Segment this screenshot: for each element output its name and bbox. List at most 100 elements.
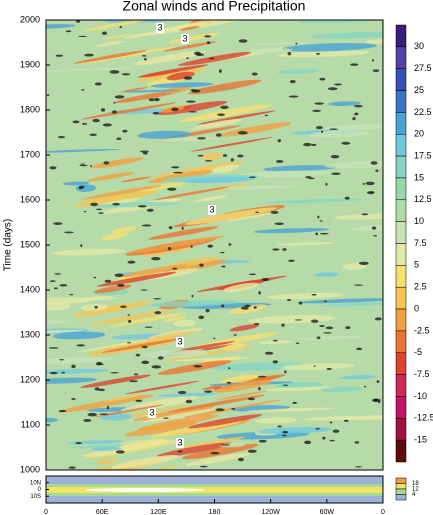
precip-contour (226, 381, 232, 384)
precip-contour (199, 465, 208, 468)
x-tick-label: 180 (209, 509, 221, 515)
precip-contour (177, 390, 187, 395)
colorbar-box (395, 439, 407, 463)
colorbar-box (395, 112, 407, 135)
field-streak (254, 417, 297, 424)
precip-contour (374, 317, 382, 321)
precip-contour (168, 226, 173, 230)
field-streak (74, 50, 148, 64)
field-streak (133, 50, 206, 66)
field-streak (46, 356, 114, 364)
field-streak (154, 186, 230, 201)
precip-contour (363, 385, 367, 388)
field-streak (202, 152, 223, 161)
precip-contour (100, 108, 106, 112)
field-streak (252, 42, 313, 46)
field-streak (281, 363, 355, 371)
precip-contour (326, 367, 332, 371)
precip-contour (319, 232, 329, 235)
precip-contour (264, 351, 274, 355)
precip-contour (315, 427, 320, 430)
contour-label-bg (208, 205, 216, 215)
precip-contour (350, 63, 359, 66)
precip-contour (197, 137, 206, 140)
precip-contour (343, 419, 349, 422)
precip-contour (167, 187, 177, 191)
precip-contour (258, 291, 261, 295)
colorbar-box (395, 46, 407, 69)
precip-contour (144, 326, 153, 328)
precip-contour (53, 287, 58, 290)
precip-contour (128, 380, 139, 383)
precip-contour (341, 141, 351, 145)
precip-contour (135, 353, 141, 357)
precip-contour (230, 158, 235, 162)
field-streak (181, 302, 272, 309)
field-streak (137, 68, 206, 82)
contour-label: 3 (182, 33, 187, 43)
precip-contour (323, 300, 327, 303)
precip-contour (329, 421, 333, 424)
precip-contour (316, 336, 321, 340)
precip-contour (181, 226, 184, 231)
precip-contour (294, 319, 303, 321)
precip-contour (186, 57, 189, 60)
precip-contour (228, 243, 232, 246)
panel-colorbar-box (395, 488, 407, 495)
field-streak (190, 137, 273, 152)
precip-contour (75, 20, 81, 23)
precip-contour (248, 273, 257, 276)
field-streak (339, 375, 376, 380)
precip-contour (329, 128, 338, 131)
precip-contour (94, 82, 102, 86)
field-streak (46, 148, 121, 153)
precip-contour (366, 191, 375, 195)
precip-contour (365, 181, 375, 186)
colorbar-box (395, 396, 407, 419)
precip-contour (204, 390, 213, 393)
field-streak (104, 34, 132, 40)
precip-contour (141, 55, 147, 57)
field-streak (94, 202, 180, 208)
contour-label: 3 (209, 204, 214, 214)
colorbar-label: 10 (414, 216, 424, 226)
colorbar-label: -15 (414, 435, 427, 445)
field-streak (253, 228, 330, 234)
precip-contour (237, 457, 244, 462)
panel-band (46, 487, 383, 493)
precip-contour (354, 284, 364, 286)
precip-contour (327, 87, 338, 91)
field-streak (298, 335, 364, 340)
x-tick-label: 120W (262, 509, 281, 515)
precip-contour (325, 182, 328, 186)
precip-contour (49, 166, 57, 170)
precip-contour (167, 247, 172, 251)
field-streak (193, 195, 227, 203)
chart-title: Zonal winds and Precipitation (123, 0, 306, 14)
precip-contour (371, 226, 377, 230)
colorbar-label: 30 (414, 41, 424, 51)
colorbar-box (395, 177, 407, 201)
field-streak (185, 452, 250, 466)
contour-label: 3 (177, 437, 182, 447)
precip-contour (87, 412, 98, 417)
field-streak (319, 302, 383, 307)
field-streak (211, 362, 306, 371)
field-streak (91, 446, 122, 452)
field-streak (100, 232, 128, 241)
precip-contour (71, 398, 76, 400)
precip-contour (215, 408, 225, 412)
panel-y-tick-label: 10N (30, 480, 41, 486)
colorbar-box (395, 243, 407, 266)
field-streak (223, 282, 260, 293)
precip-contour (49, 371, 58, 375)
field-streak (314, 272, 340, 277)
field-streak (156, 442, 232, 458)
y-tick-label: 1500 (20, 239, 40, 249)
precip-contour (372, 69, 380, 72)
precip-contour (144, 57, 147, 61)
colorbar-label: 7.5 (414, 238, 427, 248)
precip-contour (238, 39, 248, 43)
field-streak (86, 172, 135, 182)
precip-contour (81, 89, 85, 91)
